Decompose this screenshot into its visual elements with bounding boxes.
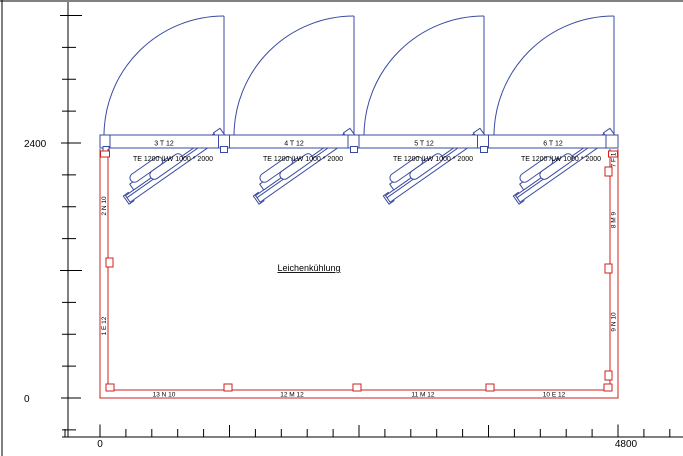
door-swing-arc	[363, 15, 485, 137]
door-handle	[389, 156, 424, 183]
wall-panel-label: 7 F 1	[611, 152, 618, 167]
door-swing-arc	[493, 15, 615, 137]
panel-joint-tabs	[100, 150, 618, 392]
bottom-wall-joint-tab	[352, 383, 362, 392]
x-axis-label-0: 0	[97, 439, 103, 450]
wall-panel-label: 1 E 12	[101, 316, 108, 335]
door-frame-posts	[102, 135, 619, 153]
door-symbol	[363, 15, 486, 205]
panel-label: 5 T 12	[414, 141, 434, 148]
bottom-wall-joint-tab	[485, 383, 495, 392]
panel-label: 4 T 12	[284, 141, 304, 148]
door-leaf	[382, 127, 486, 205]
door-handle	[129, 156, 164, 183]
right-wall-joint-tab	[604, 263, 613, 274]
door-handle	[409, 153, 444, 180]
door-handle	[539, 153, 574, 180]
x-axis: 0 4800	[62, 424, 683, 450]
x-axis-ticks	[64, 424, 671, 438]
bottom-wall-joint-tab	[105, 383, 115, 392]
x-axis-label-4800: 4800	[615, 439, 638, 450]
band-joint-tab	[480, 146, 488, 153]
wall-outer-line	[99, 149, 619, 399]
right-wall-joint-tab	[604, 370, 613, 381]
door-leaf	[512, 127, 616, 205]
wall-panel-label: 10 E 12	[543, 392, 566, 399]
room-walls: 2 N 10 1 E 12 7 F 1 8 M 9 9 N 10 13 N 10…	[99, 149, 619, 399]
door-leaf	[252, 127, 356, 205]
door-swing-arc	[233, 15, 355, 137]
door-handle	[279, 153, 314, 180]
panel-label: 6 T 12	[543, 141, 563, 148]
panel-spec: TE 1200 /LW 1000 * 2000	[263, 156, 343, 163]
door-symbol	[493, 15, 616, 205]
door-handle	[259, 156, 294, 183]
bottom-wall-joint-tab	[223, 383, 233, 392]
door-handle	[149, 153, 184, 180]
band-joint-tab	[350, 146, 358, 153]
wall-panel-label: 8 M 9	[611, 211, 618, 228]
corner-joint-tab	[608, 150, 618, 158]
wall-panel-label: 13 N 10	[153, 392, 176, 399]
corner-joint-tab	[100, 150, 110, 158]
y-axis-ticks	[60, 15, 82, 431]
door-symbols	[103, 15, 616, 205]
door-leaf	[122, 127, 226, 205]
room-name-label: Leichenkühlung	[277, 263, 340, 273]
y-axis-label-2400: 2400	[24, 139, 47, 150]
band-joint-tab	[220, 146, 228, 153]
top-wall: 3 T 12 4 T 12 5 T 12 6 T 12 TE 1200 /LW …	[99, 134, 619, 163]
y-axis-label-0: 0	[24, 394, 30, 405]
left-wall-joint-tab	[105, 257, 114, 268]
bottom-wall-joint-tab	[603, 383, 613, 392]
wall-panel-label: 11 M 12	[411, 392, 434, 399]
right-wall-joint-tab	[604, 166, 613, 177]
wall-panel-label: 9 N 10	[611, 312, 618, 332]
panel-spec: TE 1200 /LW 1000 * 2000	[521, 156, 601, 163]
door-swing-arc	[103, 15, 225, 137]
wall-panel-label: 2 N 10	[101, 196, 108, 216]
door-handle	[519, 156, 554, 183]
panel-spec: TE 1200 /LW 1000 * 2000	[133, 156, 213, 163]
panel-label: 3 T 12	[154, 141, 174, 148]
door-symbol	[103, 15, 226, 205]
door-symbol	[233, 15, 356, 205]
wall-panel-label: 12 M 12	[280, 392, 304, 399]
panel-spec: TE 1200 /LW 1000 * 2000	[393, 156, 473, 163]
y-axis: 2400 0	[24, 2, 82, 437]
